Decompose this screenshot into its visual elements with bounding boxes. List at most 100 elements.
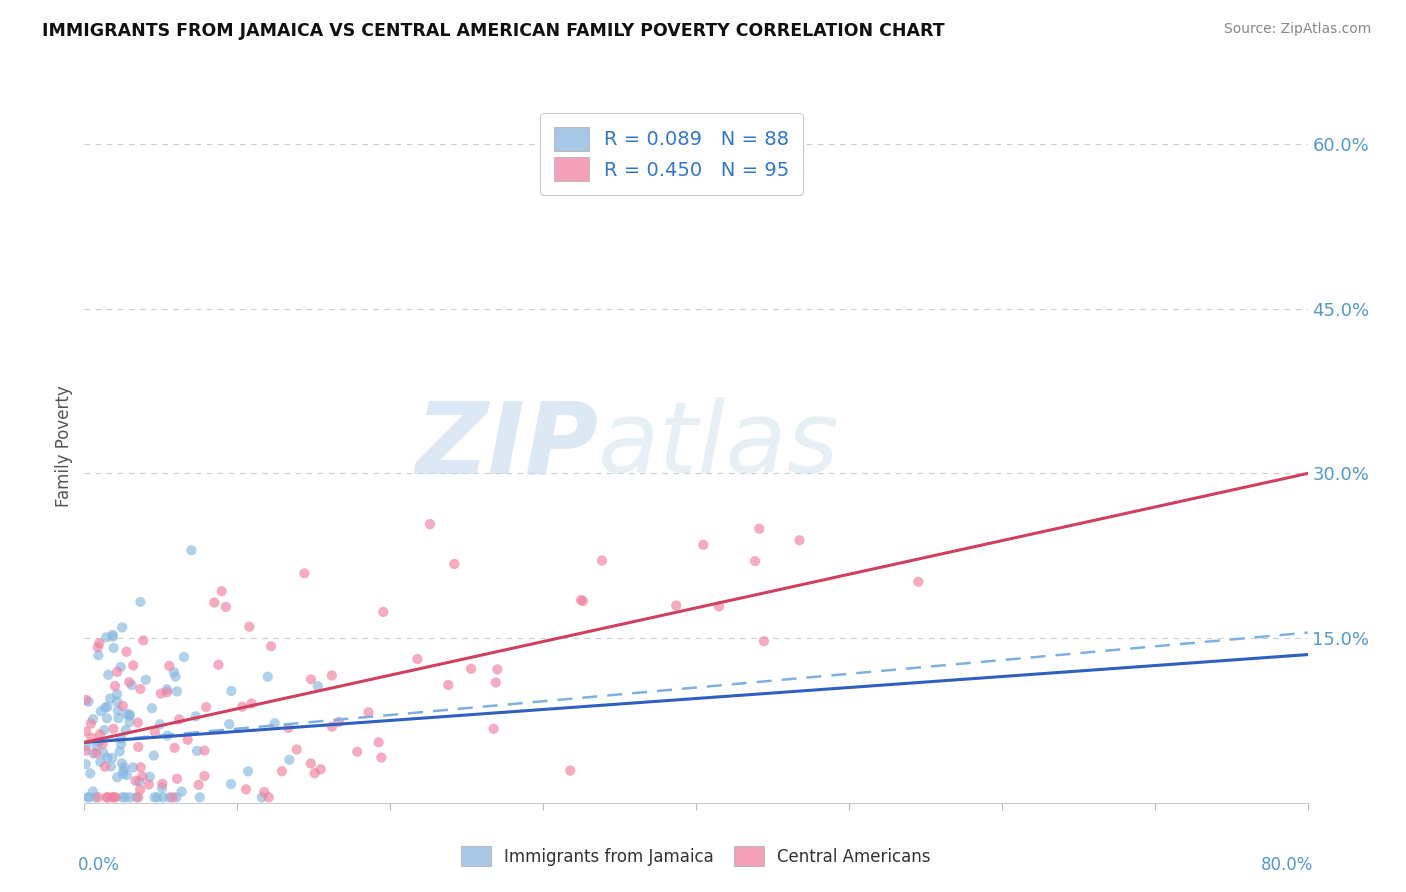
Text: atlas: atlas bbox=[598, 398, 839, 494]
Point bbox=[118, 714, 141, 729]
Point bbox=[157, 790, 180, 805]
Point bbox=[187, 778, 209, 792]
Point bbox=[101, 630, 124, 644]
Point bbox=[115, 707, 138, 722]
Point bbox=[162, 790, 184, 805]
Point bbox=[108, 745, 131, 759]
Point bbox=[173, 650, 195, 665]
Point bbox=[292, 566, 315, 581]
Point bbox=[96, 699, 118, 714]
Point bbox=[84, 790, 107, 805]
Point bbox=[256, 670, 278, 684]
Point bbox=[112, 760, 135, 774]
Point bbox=[560, 764, 582, 778]
Point bbox=[307, 679, 329, 693]
Point bbox=[122, 760, 145, 774]
Point bbox=[149, 687, 172, 701]
Point bbox=[752, 634, 775, 648]
Point bbox=[103, 640, 125, 655]
Point bbox=[486, 662, 509, 676]
Point bbox=[101, 628, 124, 642]
Point bbox=[270, 764, 292, 779]
Point bbox=[167, 713, 190, 727]
Point bbox=[87, 648, 110, 663]
Point bbox=[105, 770, 128, 784]
Legend: Immigrants from Jamaica, Central Americans: Immigrants from Jamaica, Central America… bbox=[454, 839, 938, 873]
Point bbox=[125, 790, 148, 805]
Point bbox=[94, 700, 117, 714]
Point bbox=[104, 790, 127, 805]
Point bbox=[131, 769, 153, 783]
Point bbox=[105, 695, 128, 709]
Point bbox=[79, 766, 101, 780]
Point bbox=[207, 657, 229, 672]
Point bbox=[707, 599, 730, 614]
Point bbox=[299, 756, 322, 771]
Point bbox=[121, 678, 143, 692]
Point bbox=[75, 739, 97, 753]
Point bbox=[170, 784, 193, 798]
Point bbox=[143, 725, 166, 739]
Point bbox=[304, 766, 326, 780]
Point bbox=[82, 747, 104, 761]
Point bbox=[135, 673, 157, 687]
Point bbox=[156, 729, 179, 743]
Point bbox=[105, 665, 128, 679]
Point bbox=[163, 740, 186, 755]
Point bbox=[75, 743, 97, 757]
Point bbox=[129, 782, 152, 797]
Point bbox=[166, 772, 188, 786]
Point bbox=[82, 784, 104, 798]
Point bbox=[122, 658, 145, 673]
Point bbox=[193, 743, 215, 757]
Point bbox=[150, 780, 173, 795]
Point bbox=[357, 706, 380, 720]
Point bbox=[221, 684, 243, 698]
Point bbox=[692, 538, 714, 552]
Point bbox=[77, 790, 100, 805]
Point bbox=[328, 714, 350, 729]
Point bbox=[111, 790, 134, 805]
Text: ZIP: ZIP bbox=[415, 398, 598, 494]
Point bbox=[75, 693, 97, 707]
Point bbox=[406, 652, 429, 666]
Point bbox=[149, 717, 172, 731]
Point bbox=[240, 697, 263, 711]
Point bbox=[76, 790, 98, 805]
Point bbox=[107, 711, 129, 725]
Point bbox=[211, 584, 233, 599]
Point bbox=[96, 711, 118, 725]
Point bbox=[107, 704, 129, 718]
Point bbox=[186, 744, 208, 758]
Point bbox=[437, 678, 460, 692]
Point bbox=[569, 593, 592, 607]
Point bbox=[250, 790, 273, 805]
Point bbox=[143, 790, 166, 805]
Point bbox=[101, 790, 124, 805]
Point bbox=[235, 782, 257, 797]
Point bbox=[94, 759, 117, 773]
Point bbox=[277, 721, 299, 735]
Point bbox=[346, 745, 368, 759]
Point bbox=[215, 599, 238, 614]
Point bbox=[263, 716, 285, 731]
Point bbox=[127, 739, 149, 754]
Point bbox=[202, 595, 225, 609]
Point bbox=[129, 681, 152, 696]
Point bbox=[114, 790, 136, 805]
Point bbox=[236, 764, 259, 779]
Point bbox=[75, 724, 97, 739]
Point bbox=[156, 682, 179, 697]
Point bbox=[118, 790, 141, 805]
Point bbox=[748, 522, 770, 536]
Point bbox=[482, 722, 505, 736]
Point bbox=[321, 668, 343, 682]
Point bbox=[110, 731, 132, 746]
Point bbox=[257, 790, 280, 805]
Point bbox=[163, 665, 186, 680]
Text: IMMIGRANTS FROM JAMAICA VS CENTRAL AMERICAN FAMILY POVERTY CORRELATION CHART: IMMIGRANTS FROM JAMAICA VS CENTRAL AMERI… bbox=[42, 22, 945, 40]
Point bbox=[118, 708, 141, 723]
Point bbox=[195, 700, 218, 714]
Point bbox=[665, 599, 688, 613]
Point bbox=[180, 543, 202, 558]
